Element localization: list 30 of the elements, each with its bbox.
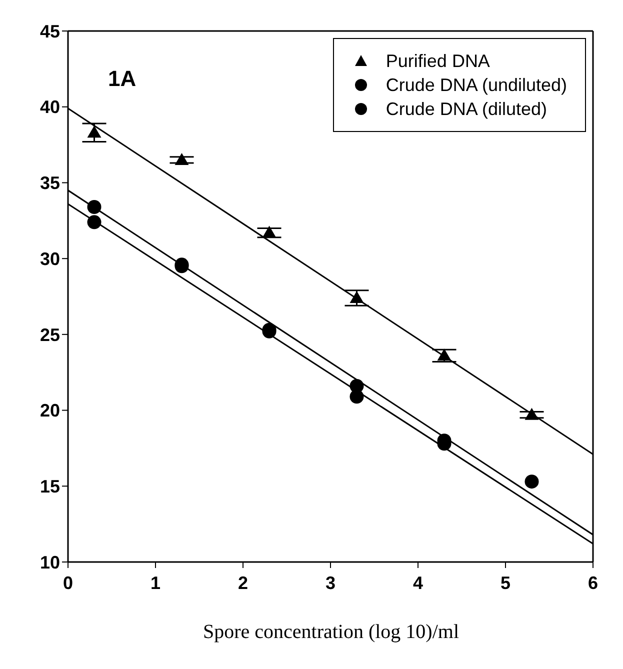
x-tick-label: 4 (412, 572, 424, 593)
y-tick-label: 10 (40, 552, 60, 572)
point (262, 226, 276, 238)
y-tick-label: 15 (40, 476, 60, 497)
x-tick-label: 6 (588, 572, 598, 593)
point (437, 348, 452, 361)
point (87, 200, 102, 214)
x-tick-label: 5 (500, 572, 511, 593)
y-tick-label: 40 (40, 97, 60, 118)
y-tick-label: 20 (40, 400, 60, 421)
point (174, 152, 189, 165)
point (524, 408, 539, 420)
y-tick-label: 45 (40, 21, 60, 42)
point (87, 126, 102, 138)
legend-label: Crude DNA (undiluted) (386, 74, 567, 97)
point (524, 474, 539, 489)
legend-label: Crude DNA (diluted) (386, 98, 547, 121)
point (87, 215, 102, 230)
point (350, 390, 364, 404)
y-tick-label: 35 (40, 173, 60, 194)
x-axis-title: Spore concentration (log 10)/ml (202, 621, 460, 643)
legend-label: Purified DNA (386, 50, 490, 73)
x-tick-label: 3 (325, 572, 336, 593)
y-tick-label: 30 (40, 248, 60, 269)
x-tick-label: 0 (62, 572, 74, 593)
y-tick-label: 25 (40, 324, 60, 345)
x-tick-label: 2 (238, 572, 248, 593)
annotation: 1A (108, 66, 136, 91)
point (350, 291, 364, 304)
x-tick-label: 1 (150, 572, 161, 593)
